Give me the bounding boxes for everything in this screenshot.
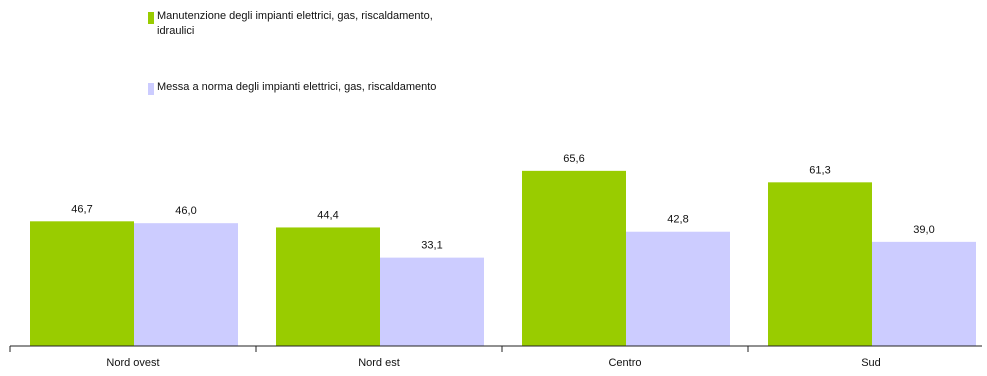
value-labels-group: 46,7 46,0 44,4 33,1 65,6 42,8 61,3 39,0	[71, 153, 934, 252]
x-tick-label-sud: Sud	[861, 357, 881, 369]
data-label-nord-ovest-series-2: 46,0	[175, 205, 196, 217]
data-label-nord-ovest-series-1: 46,7	[71, 203, 92, 215]
legend-swatch-lavender	[148, 83, 154, 95]
legend-label-messa-a-norma: Messa a norma degli impianti elettrici, …	[157, 81, 437, 93]
x-tick-label-nord-est: Nord est	[358, 357, 400, 369]
data-label-centro-series-2: 42,8	[667, 214, 688, 226]
x-tick-label-nord-ovest: Nord ovest	[106, 357, 159, 369]
data-label-sud-series-1: 61,3	[809, 164, 830, 176]
legend-item-manutenzione: Manutenzione degli impianti elettrici, g…	[148, 9, 447, 39]
data-label-centro-series-1: 65,6	[563, 153, 584, 165]
bar-nord-ovest-series-1	[30, 221, 134, 346]
bar-nord-est-series-2	[380, 257, 484, 346]
legend-label-manutenzione: Manutenzione degli impianti elettrici, g…	[157, 10, 433, 37]
bar-sud-series-2	[872, 241, 976, 346]
x-tick-label-centro: Centro	[608, 357, 641, 369]
data-label-sud-series-2: 39,0	[913, 224, 934, 236]
bars-group	[30, 170, 976, 346]
data-label-nord-est-series-1: 44,4	[317, 209, 338, 221]
bar-sud-series-1	[768, 182, 872, 346]
legend-swatch-green	[148, 12, 154, 24]
legend-item-messa-a-norma: Messa a norma degli impianti elettrici, …	[148, 80, 447, 95]
bar-nord-est-series-1	[276, 227, 380, 346]
bar-nord-ovest-series-2	[134, 223, 238, 346]
data-label-nord-est-series-2: 33,1	[421, 240, 442, 252]
bar-centro-series-2	[626, 231, 730, 346]
bar-centro-series-1	[522, 170, 626, 346]
x-axis: Nord ovest Nord est Centro Sud	[9, 345, 982, 369]
